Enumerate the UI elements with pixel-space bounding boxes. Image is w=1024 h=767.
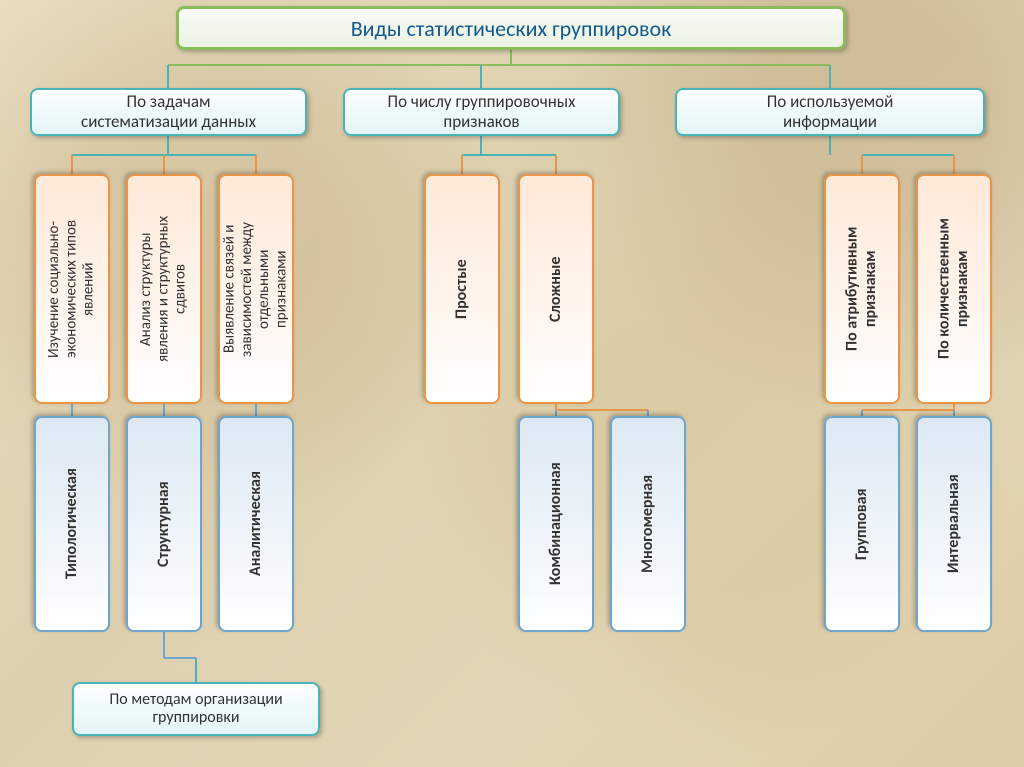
branch-count: По числу группировочных признаков	[343, 88, 620, 136]
count-orange-1: Сложные	[518, 174, 594, 404]
info-orange-1: По количественным признакам	[916, 174, 992, 404]
tasks-blue-2: Аналитическая	[218, 416, 294, 632]
branch-info: По используемой информации	[675, 88, 985, 136]
tasks-blue-0: Типологическая	[34, 416, 110, 632]
tasks-orange-2: Выявление связей и зависимостей между от…	[218, 174, 294, 404]
count-orange-0: Простые	[424, 174, 500, 404]
branch-tasks: По задачам систематизации данных	[30, 88, 307, 136]
count-blue-0: Комбинационная	[518, 416, 594, 632]
bottom-methods-node: По методам организации группировки	[72, 682, 320, 736]
info-blue-0: Групповая	[824, 416, 900, 632]
count-blue-1: Многомерная	[610, 416, 686, 632]
tasks-blue-1: Структурная	[126, 416, 202, 632]
tasks-orange-1: Анализ структуры явления и структурных с…	[126, 174, 202, 404]
info-orange-0: По атрибутивным признакам	[824, 174, 900, 404]
info-blue-1: Интервальная	[916, 416, 992, 632]
root-node: Виды статистических группировок	[176, 6, 846, 50]
tasks-orange-0: Изучение социально- экономических типов …	[34, 174, 110, 404]
